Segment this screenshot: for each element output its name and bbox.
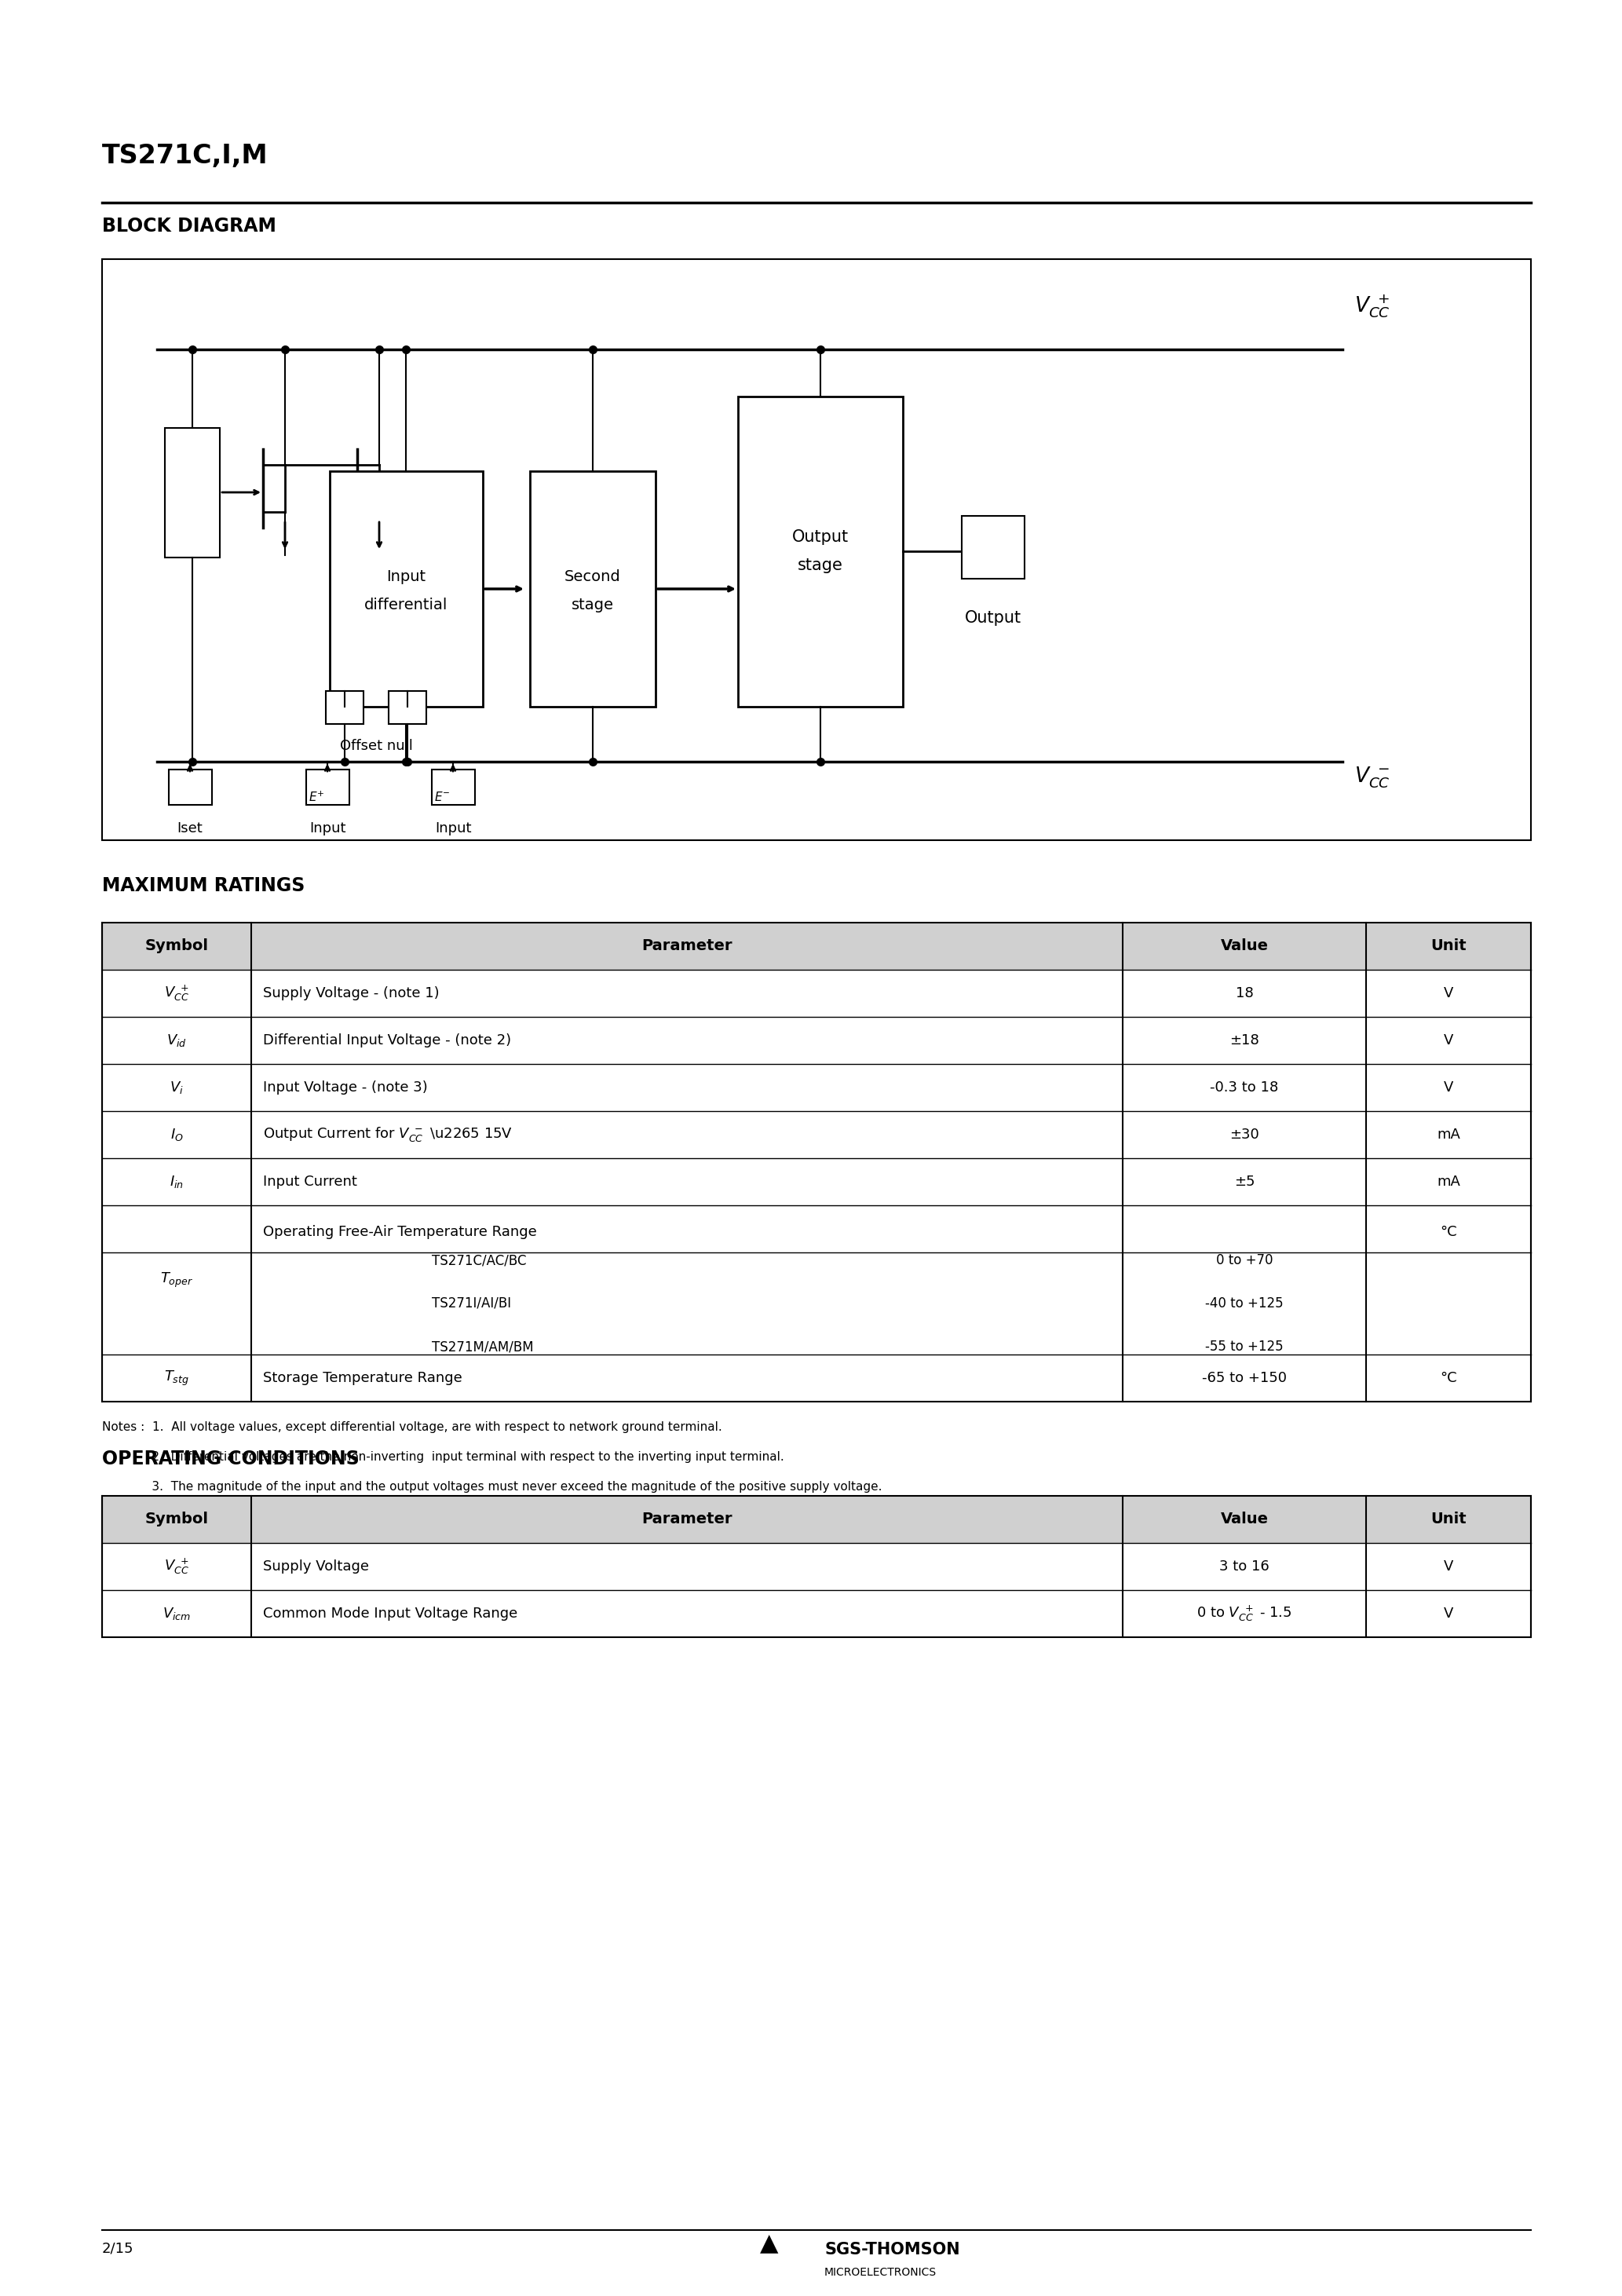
Text: 2.  Differential voltages are the non-inverting  input terminal with respect to : 2. Differential voltages are the non-inv… <box>102 1451 783 1463</box>
Text: differential: differential <box>363 597 448 613</box>
Text: $V_i$: $V_i$ <box>170 1079 183 1095</box>
Text: ±18: ±18 <box>1229 1033 1259 1047</box>
Text: $V_{icm}$: $V_{icm}$ <box>162 1605 191 1621</box>
Bar <box>326 691 363 723</box>
Text: $T_{oper}$: $T_{oper}$ <box>161 1270 193 1288</box>
Text: $I_O$: $I_O$ <box>170 1127 183 1143</box>
Text: 3 to 16: 3 to 16 <box>1220 1559 1270 1573</box>
Text: Input: Input <box>386 569 425 585</box>
Text: $E^{+}$: $E^{+}$ <box>308 790 324 804</box>
Text: V: V <box>1444 1607 1453 1621</box>
Text: Common Mode Input Voltage Range: Common Mode Input Voltage Range <box>263 1607 517 1621</box>
Text: V: V <box>1444 987 1453 1001</box>
Text: 18: 18 <box>1236 987 1254 1001</box>
Text: Notes :  1.  All voltage values, except differential voltage, are with respect t: Notes : 1. All voltage values, except di… <box>102 1421 722 1433</box>
Text: $E^{-}$: $E^{-}$ <box>435 790 451 804</box>
Text: °C: °C <box>1440 1371 1457 1384</box>
Text: V: V <box>1444 1081 1453 1095</box>
Bar <box>389 691 427 723</box>
Text: 3.  The magnitude of the input and the output voltages must never exceed the mag: 3. The magnitude of the input and the ou… <box>102 1481 882 1492</box>
Bar <box>102 969 1531 1017</box>
Text: ±30: ±30 <box>1229 1127 1259 1141</box>
Text: MAXIMUM RATINGS: MAXIMUM RATINGS <box>102 877 305 895</box>
Text: $V_{id}$: $V_{id}$ <box>167 1033 187 1049</box>
Bar <box>102 1157 1531 1205</box>
Text: 0 to $V_{CC}^{\ +}$ - 1.5: 0 to $V_{CC}^{\ +}$ - 1.5 <box>1197 1605 1293 1623</box>
Bar <box>102 1017 1531 1063</box>
Text: Differential Input Voltage - (note 2): Differential Input Voltage - (note 2) <box>263 1033 511 1047</box>
Text: Operating Free-Air Temperature Range: Operating Free-Air Temperature Range <box>263 1226 537 1240</box>
Text: $V_{CC}^{\ -}$: $V_{CC}^{\ -}$ <box>1354 765 1390 790</box>
Bar <box>102 923 1531 1401</box>
Text: Output: Output <box>965 611 1022 627</box>
Text: ±5: ±5 <box>1234 1176 1255 1189</box>
Text: Value: Value <box>1220 1513 1268 1527</box>
Bar <box>165 427 221 558</box>
Text: TS271M/AM/BM: TS271M/AM/BM <box>431 1339 534 1355</box>
Text: SGS-THOMSON: SGS-THOMSON <box>824 2241 960 2257</box>
Text: $I_{in}$: $I_{in}$ <box>170 1173 183 1189</box>
Bar <box>307 769 349 806</box>
Text: Symbol: Symbol <box>144 939 209 953</box>
Text: Iset: Iset <box>177 822 203 836</box>
Text: mA: mA <box>1437 1176 1460 1189</box>
Text: -65 to +150: -65 to +150 <box>1202 1371 1286 1384</box>
Bar <box>102 1063 1531 1111</box>
Text: TS271C/AC/BC: TS271C/AC/BC <box>431 1254 527 1267</box>
Bar <box>329 471 483 707</box>
Text: BLOCK DIAGRAM: BLOCK DIAGRAM <box>102 216 276 236</box>
Bar <box>431 769 475 806</box>
Text: $V_{CC}^{\ +}$: $V_{CC}^{\ +}$ <box>164 983 190 1003</box>
Bar <box>102 1591 1531 1637</box>
Text: -55 to +125: -55 to +125 <box>1205 1339 1283 1355</box>
Text: $T_{stg}$: $T_{stg}$ <box>164 1368 190 1387</box>
Text: ▲: ▲ <box>761 2232 779 2255</box>
Text: Output Current for $V_{CC}^{\ -}$ \u2265 15V: Output Current for $V_{CC}^{\ -}$ \u2265… <box>263 1125 513 1143</box>
Text: $V_{CC}^{\ +}$: $V_{CC}^{\ +}$ <box>164 1557 190 1575</box>
Bar <box>962 517 1025 579</box>
Text: Storage Temperature Range: Storage Temperature Range <box>263 1371 462 1384</box>
Text: Unit: Unit <box>1431 1513 1466 1527</box>
Text: 0 to +70: 0 to +70 <box>1216 1254 1273 1267</box>
Text: V: V <box>1444 1559 1453 1573</box>
Text: OPERATING CONDITIONS: OPERATING CONDITIONS <box>102 1449 360 1469</box>
Text: mA: mA <box>1437 1127 1460 1141</box>
Text: TS271I/AI/BI: TS271I/AI/BI <box>431 1297 511 1311</box>
Bar <box>102 923 1531 969</box>
Text: Supply Voltage - (note 1): Supply Voltage - (note 1) <box>263 987 440 1001</box>
Text: Second: Second <box>564 569 621 585</box>
Text: stage: stage <box>571 597 615 613</box>
Text: Output: Output <box>792 530 848 544</box>
Bar <box>102 1497 1531 1543</box>
Text: Input Current: Input Current <box>263 1176 357 1189</box>
Text: Offset null: Offset null <box>339 739 412 753</box>
Bar <box>738 397 903 707</box>
Bar <box>530 471 655 707</box>
Text: V: V <box>1444 1033 1453 1047</box>
Text: TS271C,I,M: TS271C,I,M <box>102 142 268 170</box>
Text: Symbol: Symbol <box>144 1513 209 1527</box>
Bar <box>102 1355 1531 1401</box>
Bar <box>102 1205 1531 1355</box>
Text: Value: Value <box>1220 939 1268 953</box>
Bar <box>102 1543 1531 1591</box>
Text: -40 to +125: -40 to +125 <box>1205 1297 1283 1311</box>
Text: stage: stage <box>798 558 843 574</box>
Text: $V_{CC}^{\ +}$: $V_{CC}^{\ +}$ <box>1354 294 1390 319</box>
Bar <box>102 1111 1531 1157</box>
Text: Unit: Unit <box>1431 939 1466 953</box>
Bar <box>102 1497 1531 1637</box>
Text: Supply Voltage: Supply Voltage <box>263 1559 368 1573</box>
Text: Parameter: Parameter <box>642 939 732 953</box>
Text: °C: °C <box>1440 1226 1457 1240</box>
Text: MICROELECTRONICS: MICROELECTRONICS <box>824 2266 938 2278</box>
Text: Input: Input <box>310 822 345 836</box>
Text: -0.3 to 18: -0.3 to 18 <box>1210 1081 1278 1095</box>
Text: Input Voltage - (note 3): Input Voltage - (note 3) <box>263 1081 428 1095</box>
Text: Parameter: Parameter <box>642 1513 732 1527</box>
Bar <box>169 769 212 806</box>
Text: Input: Input <box>435 822 472 836</box>
Bar <box>102 259 1531 840</box>
Text: 2/15: 2/15 <box>102 2241 135 2257</box>
